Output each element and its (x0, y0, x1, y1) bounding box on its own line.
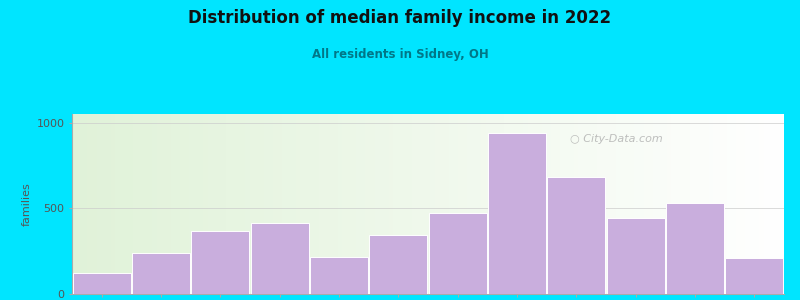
Bar (726, 258, 783, 294)
Text: Distribution of median family income in 2022: Distribution of median family income in … (189, 9, 611, 27)
Text: ○ City-Data.com: ○ City-Data.com (570, 134, 663, 144)
Bar (429, 213, 486, 294)
Bar (132, 253, 190, 294)
Bar (666, 203, 724, 294)
Text: All residents in Sidney, OH: All residents in Sidney, OH (312, 48, 488, 61)
Bar (310, 257, 368, 294)
Y-axis label: families: families (22, 182, 32, 226)
Bar (191, 231, 250, 294)
Bar (370, 235, 427, 294)
Bar (547, 177, 606, 294)
Bar (488, 133, 546, 294)
Bar (606, 218, 665, 294)
Bar (250, 223, 309, 294)
Bar (73, 273, 130, 294)
